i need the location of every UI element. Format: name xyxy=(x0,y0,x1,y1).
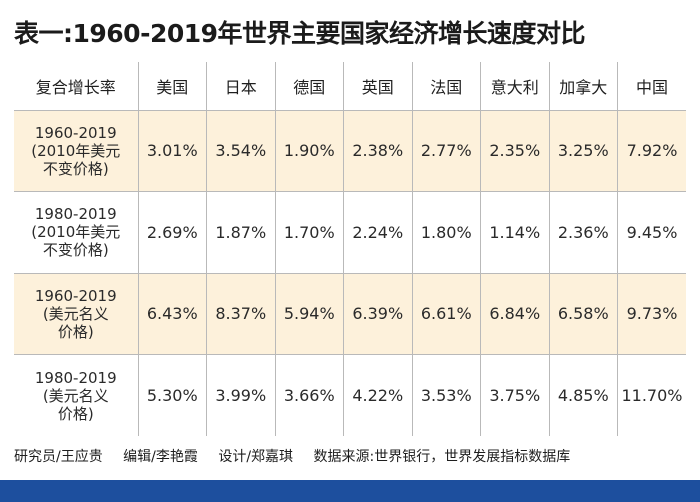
table-cell: 3.54% xyxy=(206,110,275,192)
table-row: 1980-2019 (2010年美元 不变价格) 2.69% 1.87% 1.7… xyxy=(14,191,686,273)
researcher-credit: 研究员/王应贵 xyxy=(14,449,103,465)
table-cell: 6.43% xyxy=(137,272,207,355)
table-cell: 3.53% xyxy=(411,354,481,436)
table-row: 1980-2019 (美元名义 价格) 5.30% 3.99% 3.66% 4.… xyxy=(14,354,686,436)
table-cell: 1.80% xyxy=(411,191,481,273)
table-cell: 4.22% xyxy=(343,354,412,436)
table-header-row: 复合增长率 美国 日本 德国 英国 法国 意大利 加拿大 中国 xyxy=(14,62,686,111)
table-cell: 3.75% xyxy=(480,354,549,436)
table-row: 1960-2019 (美元名义 价格) 6.43% 8.37% 5.94% 6.… xyxy=(14,272,686,355)
table-cell: 6.39% xyxy=(343,272,412,355)
table-cell: 11.70% xyxy=(617,354,686,436)
row-label-basis-cont: 价格) xyxy=(57,404,94,423)
row-label-basis: (2010年美元 xyxy=(31,223,121,242)
header-cell-metric: 复合增长率 xyxy=(14,62,138,111)
table-cell: 1.14% xyxy=(480,191,549,273)
page-title: 表一:1960-2019年世界主要国家经济增长速度对比 xyxy=(14,19,586,48)
table-cell: 1.87% xyxy=(206,191,275,273)
table-row: 1960-2019 (2010年美元 不变价格) 3.01% 3.54% 1.9… xyxy=(14,110,686,192)
row-label-period: 1960-2019 xyxy=(34,286,117,305)
row-label-basis: (2010年美元 xyxy=(31,141,121,160)
row-label-basis-cont: 价格) xyxy=(57,322,94,341)
table-cell: 7.92% xyxy=(617,110,686,192)
data-source: 数据来源:世界银行，世界发展指标数据库 xyxy=(313,449,571,465)
row-label: 1960-2019 (2010年美元 不变价格) xyxy=(14,110,138,192)
row-label: 1980-2019 (2010年美元 不变价格) xyxy=(14,191,138,273)
row-label-basis: (美元名义 xyxy=(42,304,109,323)
table-cell: 5.30% xyxy=(137,354,207,436)
header-cell-japan: 日本 xyxy=(206,62,275,111)
design-credit: 设计/郑嘉琪 xyxy=(218,449,294,465)
table-cell: 8.37% xyxy=(206,272,275,355)
table-cell: 2.77% xyxy=(411,110,481,192)
header-cell-usa: 美国 xyxy=(137,62,207,111)
credits-footer: 研究员/王应贵 编辑/李艳霞 设计/郑嘉琪 数据来源:世界银行，世界发展指标数据… xyxy=(14,446,690,466)
editor-credit: 编辑/李艳霞 xyxy=(123,449,198,465)
row-label-basis: (美元名义 xyxy=(42,386,109,405)
table-cell: 1.70% xyxy=(274,191,344,273)
table-cell: 2.35% xyxy=(480,110,549,192)
table-cell: 2.38% xyxy=(343,110,412,192)
table-cell: 3.66% xyxy=(274,354,344,436)
table-cell: 9.45% xyxy=(617,191,686,273)
table-cell: 6.84% xyxy=(480,272,549,355)
table-cell: 9.73% xyxy=(617,272,686,355)
table-cell: 2.36% xyxy=(548,191,618,273)
growth-rate-table: 复合增长率 美国 日本 德国 英国 法国 意大利 加拿大 中国 1960-201… xyxy=(14,62,686,436)
row-label: 1960-2019 (美元名义 价格) xyxy=(14,272,138,355)
table-cell: 1.90% xyxy=(274,110,344,192)
growth-table-container: 复合增长率 美国 日本 德国 英国 法国 意大利 加拿大 中国 1960-201… xyxy=(14,62,686,436)
header-cell-uk: 英国 xyxy=(343,62,412,111)
table-cell: 6.61% xyxy=(411,272,481,355)
header-cell-canada: 加拿大 xyxy=(548,62,618,111)
header-cell-france: 法国 xyxy=(411,62,481,111)
table-cell: 3.99% xyxy=(206,354,275,436)
header-cell-china: 中国 xyxy=(617,62,686,111)
row-label: 1980-2019 (美元名义 价格) xyxy=(14,354,138,436)
table-cell: 3.01% xyxy=(137,110,207,192)
table-cell: 6.58% xyxy=(548,272,618,355)
header-cell-italy: 意大利 xyxy=(480,62,549,111)
table-cell: 2.24% xyxy=(343,191,412,273)
row-label-period: 1980-2019 xyxy=(34,368,117,387)
row-label-period: 1960-2019 xyxy=(34,123,117,142)
row-label-basis-cont: 不变价格) xyxy=(42,241,109,260)
table-cell: 3.25% xyxy=(548,110,618,192)
table-cell: 5.94% xyxy=(274,272,344,355)
table-cell: 4.85% xyxy=(548,354,618,436)
bottom-brand-bar xyxy=(0,480,700,502)
row-label-period: 1980-2019 xyxy=(34,205,117,224)
table-cell: 2.69% xyxy=(137,191,207,273)
header-cell-germany: 德国 xyxy=(274,62,344,111)
row-label-basis-cont: 不变价格) xyxy=(42,159,109,178)
